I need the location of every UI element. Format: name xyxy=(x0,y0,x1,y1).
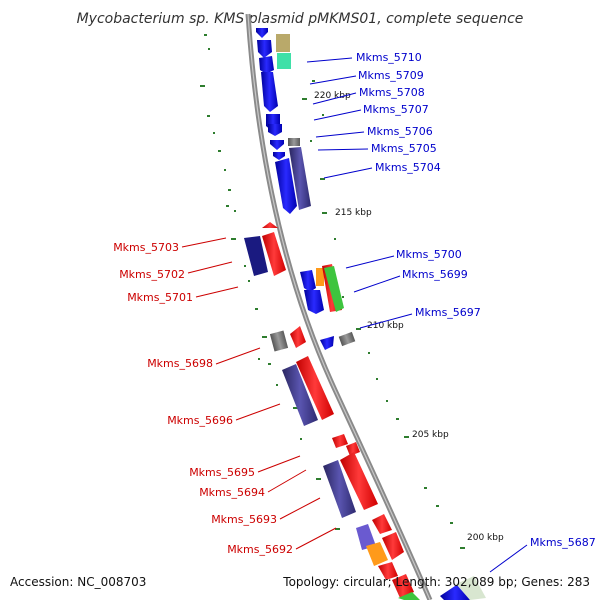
plasmid-backbone-highlight xyxy=(247,13,431,600)
gene-box xyxy=(316,268,324,286)
gene-label[interactable]: Mkms_5708 xyxy=(359,86,425,99)
gene-arrow xyxy=(261,72,278,112)
gene-arrow xyxy=(304,290,324,314)
gene-arrow xyxy=(320,336,334,350)
gene-box xyxy=(277,53,291,69)
gene-arrow xyxy=(270,140,284,150)
gene-arrow xyxy=(440,584,470,600)
scale-label: 215 kbp xyxy=(335,208,372,218)
gene-arrow xyxy=(262,222,278,228)
forward-genes xyxy=(256,28,486,600)
reverse-genes xyxy=(244,222,420,600)
gene-arrow xyxy=(378,562,398,580)
gene-label[interactable]: Mkms_5697 xyxy=(415,306,481,319)
map-title: Mycobacterium sp. KMS plasmid pMKMS01, c… xyxy=(77,11,524,27)
gene-arrow xyxy=(398,592,420,600)
gene-label[interactable]: Mkms_5710 xyxy=(356,51,422,64)
gene-box xyxy=(288,138,300,146)
gene-label[interactable]: Mkms_5703 xyxy=(113,241,179,254)
scale-labels: 220 kbp 215 kbp 210 kbp 205 kbp 200 kbp xyxy=(314,91,504,543)
gene-label[interactable]: Mkms_5701 xyxy=(127,291,193,304)
gene-label[interactable]: Mkms_5705 xyxy=(371,142,437,155)
forward-gene-labels: Mkms_5710 Mkms_5709 Mkms_5708 Mkms_5707 … xyxy=(356,51,596,549)
gene-arrow xyxy=(244,236,268,276)
gene-arrow xyxy=(372,514,392,534)
gene-arrow xyxy=(268,124,282,136)
gene-arrow xyxy=(289,147,311,210)
gene-arrow xyxy=(300,270,316,292)
gene-label[interactable]: Mkms_5696 xyxy=(167,414,233,427)
gene-arrow xyxy=(257,40,272,58)
gene-arrow xyxy=(282,364,318,426)
gene-arrow xyxy=(273,152,285,160)
gene-arrow xyxy=(340,452,378,510)
gene-arrow xyxy=(366,542,388,566)
scale-label: 220 kbp xyxy=(314,91,351,101)
gene-arrow xyxy=(382,532,404,560)
gene-arrow xyxy=(296,356,334,420)
gene-arrow xyxy=(332,434,348,448)
gene-arrow xyxy=(275,158,297,214)
gene-label[interactable]: Mkms_5693 xyxy=(211,513,277,526)
scale-label: 210 kbp xyxy=(367,321,404,331)
topology-text: Topology: circular; Length: 302,089 bp; … xyxy=(282,575,590,589)
reverse-gene-labels: Mkms_5703 Mkms_5702 Mkms_5701 Mkms_5698 … xyxy=(113,241,293,556)
gene-arrow xyxy=(456,576,486,600)
gene-arrow xyxy=(262,232,286,276)
gene-label[interactable]: Mkms_5706 xyxy=(367,125,433,138)
gene-label[interactable]: Mkms_5699 xyxy=(402,268,468,281)
gene-arrow xyxy=(290,326,306,348)
scale-label: 205 kbp xyxy=(412,430,449,440)
gene-arrow xyxy=(346,442,360,456)
gene-label[interactable]: Mkms_5695 xyxy=(189,466,255,479)
gene-arrow xyxy=(259,56,274,74)
gene-arrow xyxy=(356,524,376,550)
tick-marks xyxy=(200,34,465,549)
gene-box xyxy=(269,330,289,352)
gene-arrow xyxy=(324,266,344,312)
gene-label[interactable]: Mkms_5709 xyxy=(358,69,424,82)
gene-label[interactable]: Mkms_5687 xyxy=(530,536,596,549)
gene-box xyxy=(338,331,356,347)
label-leaders xyxy=(181,57,528,573)
gene-label[interactable]: Mkms_5707 xyxy=(363,103,429,116)
gene-label[interactable]: Mkms_5700 xyxy=(396,248,462,261)
accession-text: Accession: NC_008703 xyxy=(10,575,146,589)
gene-label[interactable]: Mkms_5692 xyxy=(227,543,293,556)
gene-label[interactable]: Mkms_5702 xyxy=(119,268,185,281)
gene-label[interactable]: Mkms_5704 xyxy=(375,161,441,174)
gene-label[interactable]: Mkms_5698 xyxy=(147,357,213,370)
gene-label[interactable]: Mkms_5694 xyxy=(199,486,265,499)
scale-label: 200 kbp xyxy=(467,533,504,543)
gene-arrow xyxy=(323,460,356,518)
gene-arrow xyxy=(392,574,414,598)
gene-arrow xyxy=(256,28,268,38)
gene-box xyxy=(276,34,290,52)
